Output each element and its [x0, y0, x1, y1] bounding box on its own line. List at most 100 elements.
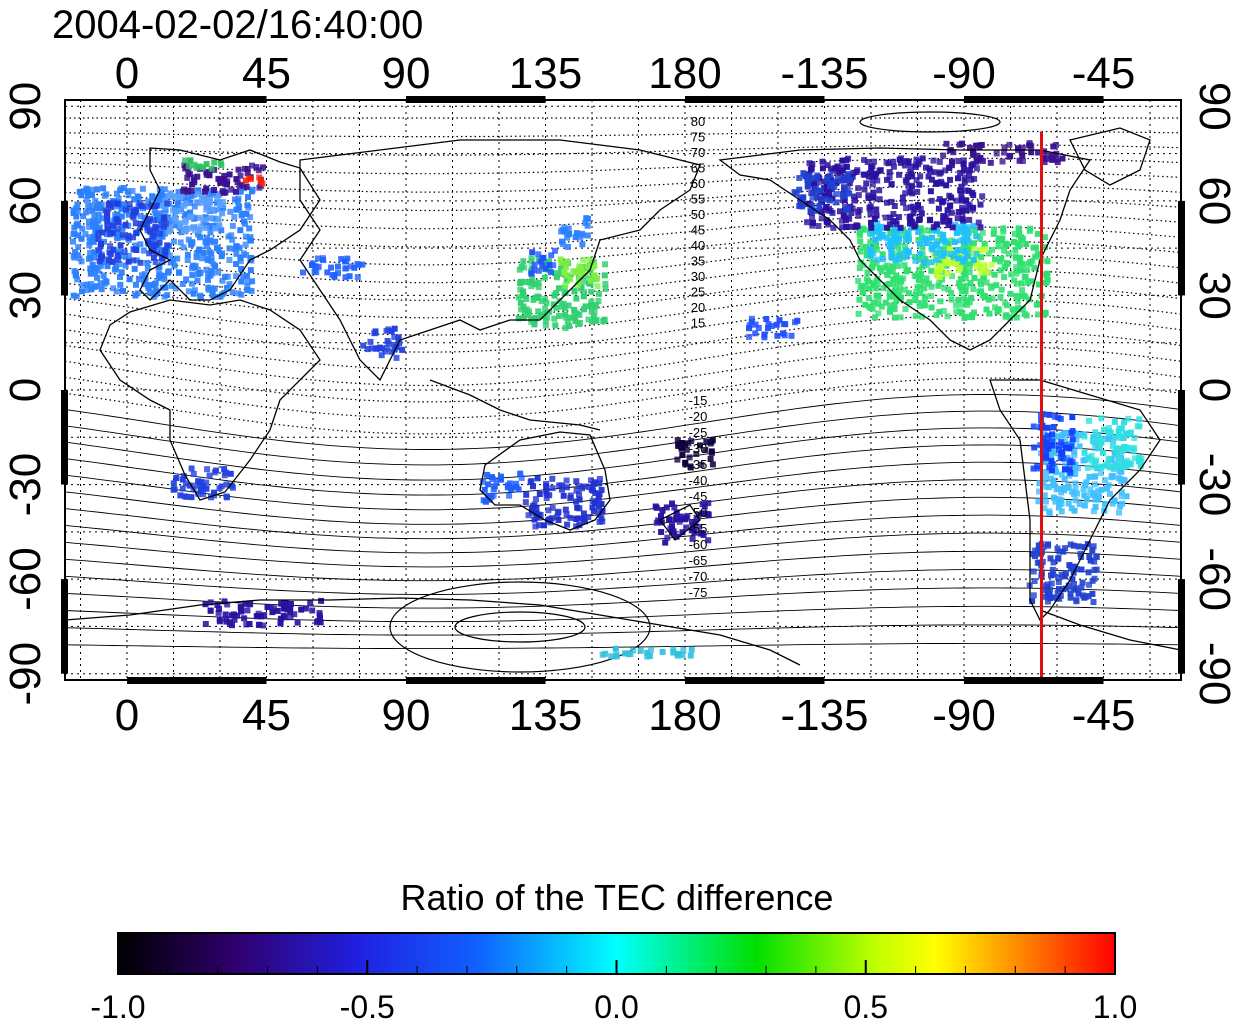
contour-label: -55 — [689, 521, 708, 536]
tec-pixel — [897, 159, 904, 166]
tec-pixel — [551, 315, 558, 322]
tec-pixel — [1001, 149, 1008, 156]
tec-pixel — [335, 263, 341, 270]
tec-pixel — [207, 607, 214, 614]
tec-pixel — [1035, 498, 1042, 505]
tec-pixel — [249, 278, 256, 285]
tec-pixel — [1050, 424, 1057, 430]
tec-pixel — [512, 480, 519, 487]
tec-pixel — [969, 314, 976, 321]
tec-pixel — [179, 485, 186, 492]
contour-label: 45 — [691, 223, 705, 238]
tec-pixel — [933, 221, 940, 228]
tec-pixel — [874, 220, 881, 227]
tec-pixel — [595, 290, 602, 297]
tec-pixel — [808, 208, 814, 215]
tec-pixel — [880, 285, 887, 292]
tec-pixel — [877, 167, 884, 174]
tec-pixel — [866, 303, 873, 310]
tec-pixel — [1042, 587, 1049, 594]
tec-pixel — [145, 238, 152, 245]
tec-pixel — [921, 259, 928, 266]
contour-label: 50 — [691, 207, 705, 222]
tec-pixel — [898, 155, 904, 162]
tec-pixel — [955, 175, 961, 182]
tec-pixel — [1051, 413, 1058, 420]
contour-label: -20 — [689, 409, 708, 424]
tec-pixel — [1070, 542, 1077, 549]
tec-pixel — [126, 276, 133, 283]
tec-pixel — [221, 598, 228, 605]
tec-pixel — [999, 158, 1006, 165]
tec-pixel — [578, 284, 585, 291]
tec-pixel — [138, 202, 145, 209]
tec-pixel — [95, 235, 102, 242]
colorbar-tick-label: 0.5 — [844, 989, 888, 1024]
tec-pixel — [1069, 576, 1076, 583]
tec-pixel — [484, 471, 491, 478]
tec-pixel — [868, 224, 875, 231]
tec-pixel — [70, 238, 76, 245]
tec-pixel — [703, 439, 710, 445]
tec-pixel — [227, 208, 234, 215]
tec-pixel — [219, 277, 226, 284]
tec-pixel — [530, 503, 537, 510]
tec-pixel — [360, 342, 367, 349]
tec-pixel — [165, 228, 172, 235]
tec-pixel — [837, 208, 843, 215]
tec-pixel — [1030, 568, 1037, 575]
tec-pixel — [900, 254, 906, 261]
tec-pixel — [865, 295, 872, 301]
tec-pixel — [562, 314, 569, 321]
tec-pixel — [995, 243, 1002, 250]
tec-pixel — [856, 265, 863, 271]
tec-pixel — [1061, 441, 1068, 448]
tec-pixel — [72, 249, 79, 256]
tec-pixel — [1029, 598, 1036, 605]
tec-pixel — [151, 203, 158, 210]
tec-pixel — [676, 651, 683, 657]
tec-pixel — [902, 247, 909, 254]
tec-pixel — [187, 200, 194, 206]
tec-pixel — [866, 173, 872, 180]
colorbar-tick-label: 0.0 — [594, 989, 638, 1024]
tec-pixel — [1114, 451, 1121, 458]
tec-pixel — [313, 269, 320, 276]
tec-pixel — [1013, 293, 1020, 299]
tec-pixel — [73, 213, 80, 220]
tec-pixel — [973, 250, 980, 257]
tec-pixel — [1036, 488, 1042, 495]
tec-pixel — [891, 203, 898, 209]
tec-pixel — [481, 486, 488, 493]
tec-pixel — [164, 242, 171, 249]
tec-pixel — [559, 227, 566, 233]
tec-pixel — [135, 194, 142, 201]
tec-pixel — [187, 209, 193, 216]
tec-pixel — [973, 158, 980, 165]
tec-pixel — [378, 352, 385, 359]
tec-pixel — [1067, 594, 1074, 601]
tec-pixel — [125, 252, 132, 259]
tec-pixel — [916, 299, 923, 306]
tec-pixel — [899, 194, 906, 201]
tec-pixel — [928, 293, 935, 299]
tec-pixel — [185, 236, 192, 243]
tec-pixel — [564, 318, 571, 325]
tec-pixel — [1036, 559, 1043, 566]
tec-pixel — [151, 207, 158, 214]
tec-pixel — [1053, 486, 1060, 493]
tec-pixel — [813, 191, 820, 198]
tec-pixel — [1058, 497, 1065, 504]
latitude-label: 30 — [1, 271, 50, 320]
tec-pixel — [591, 313, 597, 320]
tec-pixel — [910, 210, 917, 217]
tec-pixel — [878, 233, 885, 240]
tec-pixel — [970, 152, 977, 158]
tec-pixel — [1129, 445, 1136, 452]
tec-pixel — [104, 220, 111, 227]
tec-pixel — [549, 504, 556, 511]
tec-pixel — [829, 167, 836, 174]
tec-pixel — [896, 288, 903, 295]
tec-pixel — [1132, 455, 1138, 462]
tec-pixel — [1005, 250, 1012, 257]
